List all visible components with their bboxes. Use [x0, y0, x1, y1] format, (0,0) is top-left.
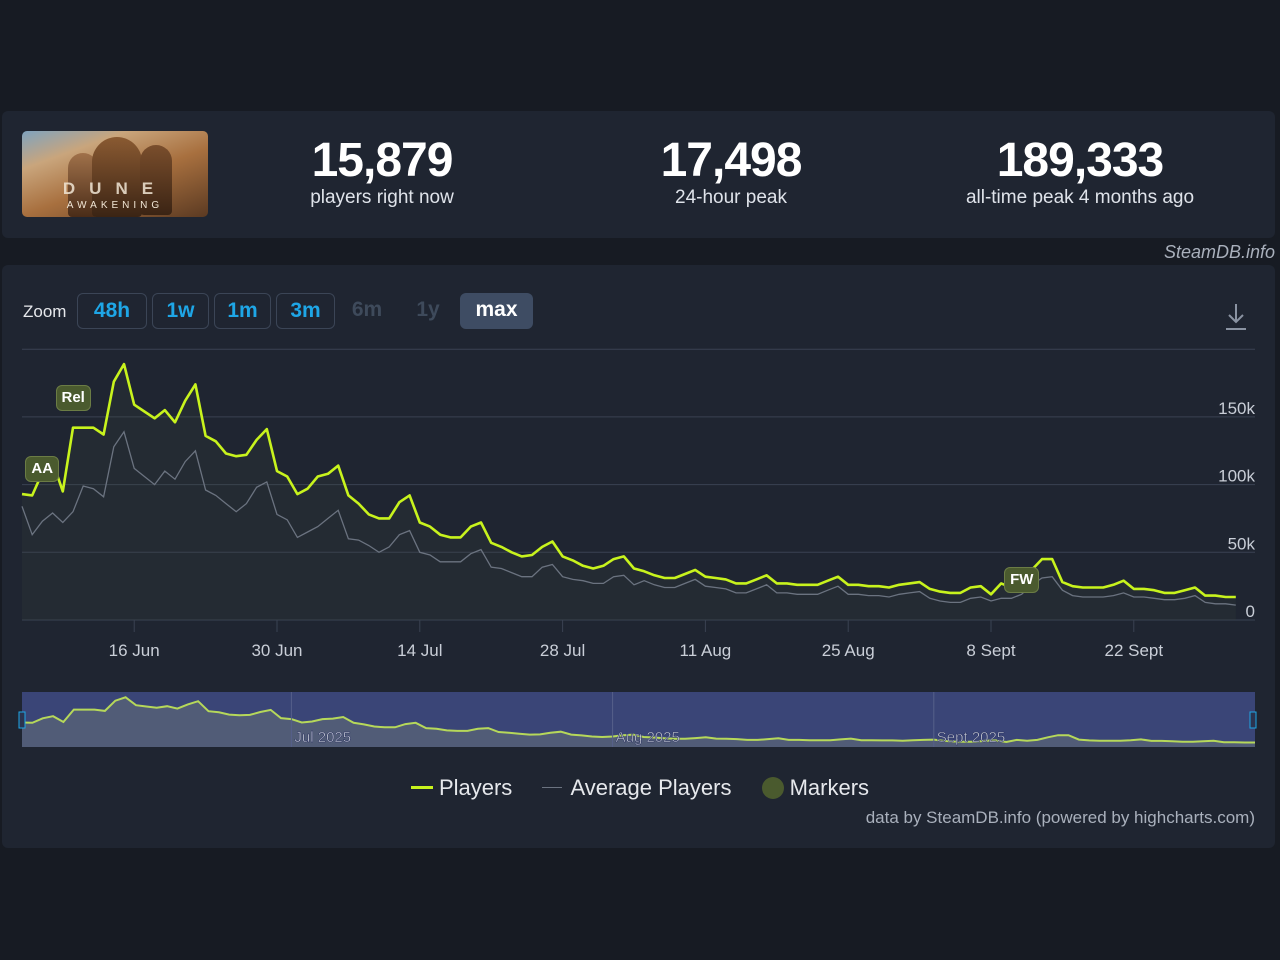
footer-credit[interactable]: data by SteamDB.info (powered by highcha…: [865, 808, 1255, 827]
x-tick-label: 30 Jun: [251, 641, 302, 660]
navigator-right-handle[interactable]: [1249, 711, 1257, 729]
logo-subtitle: AWAKENING: [66, 200, 164, 211]
navigator-area: [22, 697, 1255, 747]
players-line-icon: [410, 786, 433, 790]
player-count-chart[interactable]: 16 Jun 30 Jun 14 Jul 28 Jul 11 Aug 25 Aug 8 Se…: [0, 340, 1280, 680]
download-icon[interactable]: [1224, 302, 1248, 332]
y-tick-label: 0: [1246, 602, 1255, 621]
logo-title: DUNE: [62, 179, 168, 198]
zoom-label: Zoom: [23, 302, 67, 321]
legend-markers[interactable]: Markers: [761, 774, 870, 801]
stat-24h-peak: 17,498 24-hour peak: [581, 133, 881, 209]
legend-label: Players: [438, 774, 513, 800]
navigator[interactable]: Jul 2025 Aug 2025 Sept 2025: [0, 690, 1280, 750]
marker-rel[interactable]: Rel: [55, 384, 91, 411]
steamdb-credit[interactable]: SteamDB.info: [1163, 242, 1275, 262]
x-tick-label: 11 Aug: [680, 641, 732, 660]
legend-label: Markers: [789, 774, 870, 800]
x-tick-label: 25 Aug: [822, 641, 875, 660]
legend-players[interactable]: Players: [410, 774, 513, 801]
navigator-label: Jul 2025: [294, 729, 351, 746]
legend-average[interactable]: Average Players: [542, 774, 731, 801]
navigator-label: Sept 2025: [937, 729, 1005, 746]
navigator-series: [21, 696, 1255, 744]
legend: Players Average Players Markers: [0, 773, 1280, 801]
zoom-max-button[interactable]: max: [460, 293, 533, 329]
average-line-icon: [542, 787, 563, 789]
x-tick-label: 16 Jun: [109, 641, 160, 660]
legend-label: Average Players: [570, 774, 732, 800]
navigator-label: Aug 2025: [616, 729, 680, 746]
zoom-6m-button: 6m: [351, 298, 383, 321]
stat-value: 189,333: [996, 134, 1165, 187]
zoom-48h-button[interactable]: 48h: [77, 293, 147, 329]
x-tick-label: 14 Jul: [397, 641, 442, 660]
stat-label: all-time peak 4 months ago: [965, 187, 1195, 208]
x-tick-label: 28 Jul: [540, 641, 585, 660]
zoom-3m-button[interactable]: 3m: [276, 293, 335, 329]
marker-aa[interactable]: AA: [25, 456, 60, 483]
stat-all-time-peak: 189,333 all-time peak 4 months ago: [930, 133, 1230, 209]
navigator-left-handle[interactable]: [18, 711, 26, 729]
logo-figure: [92, 137, 142, 217]
zoom-1w-button[interactable]: 1w: [152, 293, 209, 329]
players-area: [22, 364, 1236, 620]
y-tick-label: 50k: [1228, 534, 1256, 553]
x-tick-label: 8 Sept: [966, 641, 1015, 660]
game-logo[interactable]: DUNE AWAKENING: [22, 131, 208, 217]
chart-card: [2, 265, 1275, 848]
logo-figure: [140, 145, 172, 215]
y-tick-label: 100k: [1218, 467, 1255, 486]
stat-label: 24-hour peak: [675, 187, 787, 208]
zoom-1y-button: 1y: [416, 298, 440, 321]
stat-value: 15,879: [311, 134, 454, 187]
stat-value: 17,498: [660, 134, 803, 187]
summary-card: [2, 111, 1275, 238]
marker-fw[interactable]: FW: [1004, 567, 1040, 594]
y-tick-label: 150k: [1218, 399, 1255, 418]
marker-dot-icon: [761, 776, 784, 799]
stat-current-players: 15,879 players right now: [232, 133, 532, 209]
x-tick-label: 22 Sept: [1104, 641, 1163, 660]
stat-label: players right now: [310, 187, 454, 208]
zoom-1m-button[interactable]: 1m: [214, 293, 271, 329]
